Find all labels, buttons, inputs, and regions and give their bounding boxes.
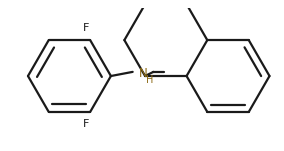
Text: N: N (139, 67, 147, 80)
Text: H: H (146, 75, 153, 85)
Text: F: F (83, 119, 89, 129)
Text: F: F (83, 23, 89, 33)
